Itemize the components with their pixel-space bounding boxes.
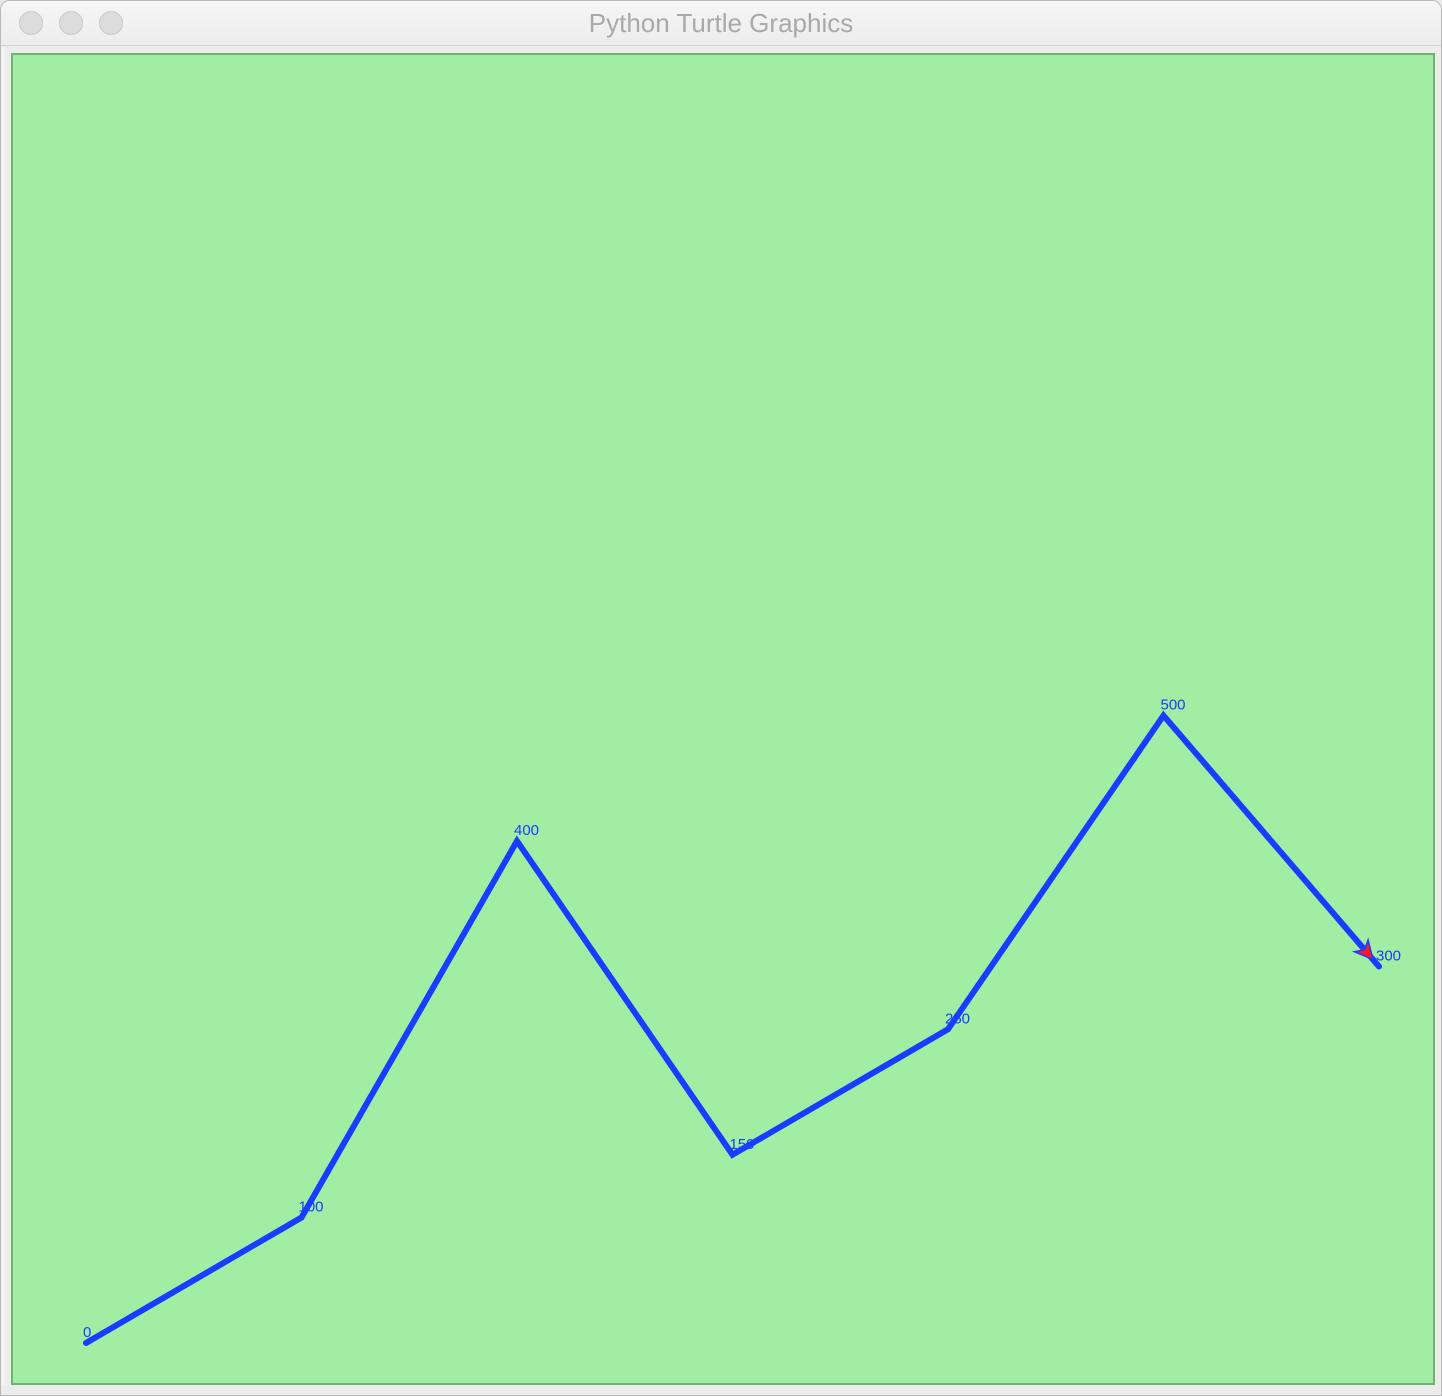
- data-label: 500: [1161, 697, 1186, 714]
- turtle-arrow-icon: [1351, 937, 1375, 961]
- window-bottom-edge: [1, 1385, 1441, 1395]
- title-bar[interactable]: Python Turtle Graphics: [1, 1, 1441, 46]
- window-title: Python Turtle Graphics: [588, 8, 854, 38]
- close-button[interactable]: [19, 11, 43, 35]
- data-label: 300: [1376, 948, 1401, 965]
- data-label: 100: [299, 1199, 324, 1216]
- data-label: 0: [83, 1324, 91, 1341]
- series-line: [83, 710, 1382, 1346]
- turtle-canvas-frame: 0 100 400 150 250 500 300: [11, 53, 1435, 1385]
- data-label: 150: [730, 1136, 755, 1153]
- turtle-canvas[interactable]: 0 100 400 150 250 500 300: [13, 55, 1433, 1383]
- window-left-edge: [1, 47, 5, 1395]
- data-label: 250: [945, 1010, 970, 1027]
- zoom-button[interactable]: [99, 11, 123, 35]
- data-label: 400: [514, 822, 539, 839]
- minimize-button[interactable]: [59, 11, 83, 35]
